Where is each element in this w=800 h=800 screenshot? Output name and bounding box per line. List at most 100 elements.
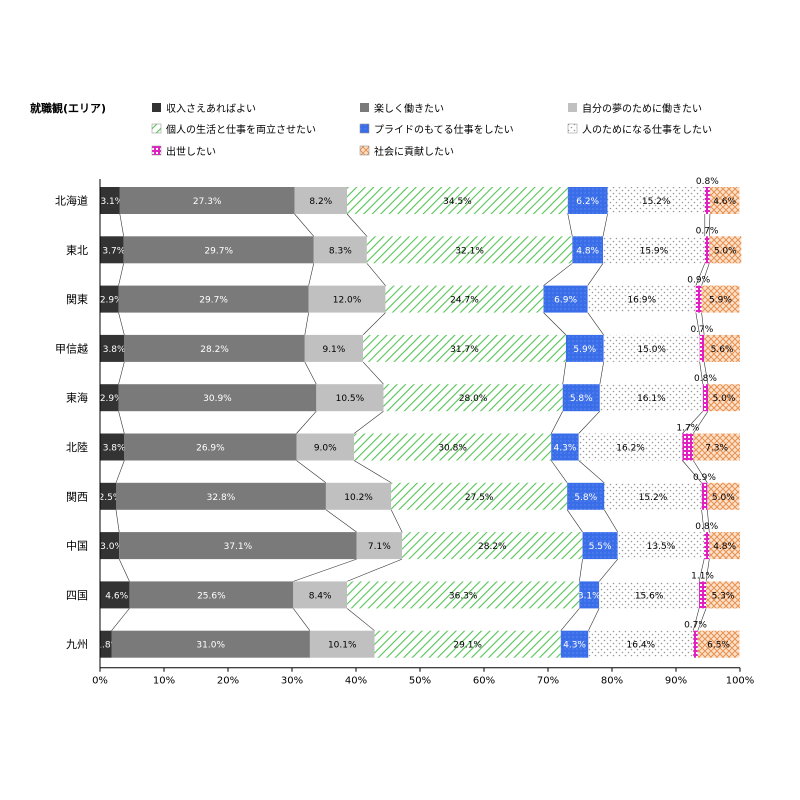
bar-segment [565, 334, 604, 362]
category-label: 北陸 [66, 441, 88, 454]
bar-segment [697, 630, 740, 658]
legend-swatch-8 [359, 145, 370, 156]
data-label: 25.6% [197, 591, 226, 601]
connector-line [598, 558, 618, 582]
connector-line [115, 460, 125, 483]
bar-segment [313, 236, 367, 264]
connector-line [682, 410, 704, 434]
bar-segment [562, 384, 600, 412]
connector-line [695, 312, 700, 335]
bar-segment [579, 581, 600, 609]
data-label: 9.0% [314, 444, 337, 454]
bar-segment [699, 334, 705, 362]
connector-line [599, 361, 604, 385]
bar-segment [124, 433, 297, 461]
legend-label-3: 自分の夢のために働きたい [582, 102, 702, 115]
data-label: 2.5% [99, 493, 122, 503]
connector-line [294, 213, 314, 237]
connector-line [560, 608, 580, 631]
data-label: 6.5% [707, 641, 730, 651]
legend-swatch-7 [151, 145, 162, 156]
data-label: 32.1% [455, 246, 484, 256]
data-label: 28.2% [478, 542, 507, 552]
bar-segment [124, 334, 305, 362]
connector-line [703, 361, 709, 385]
bar-segment [617, 532, 705, 560]
data-label: 5.6% [711, 345, 734, 355]
connector-line [390, 509, 403, 533]
data-label: 0.9% [693, 473, 716, 483]
bar-segment [111, 630, 310, 658]
legend-label-1: 収入さえあればよい [166, 103, 256, 115]
connector-line [587, 263, 604, 286]
bar-segment [567, 187, 608, 214]
data-label: 1.1% [691, 571, 714, 581]
data-label: 10.2% [344, 493, 373, 503]
data-label: 5.5% [589, 542, 612, 552]
connector-line [701, 263, 710, 286]
connector-line [346, 558, 403, 582]
bar-segment [118, 285, 309, 313]
data-label: 29.7% [204, 246, 233, 256]
data-label: 26.9% [196, 444, 225, 454]
data-label: 5.9% [573, 345, 596, 355]
connector-line [604, 509, 619, 533]
legend-swatch-2 [360, 103, 369, 112]
bar-segment [560, 630, 589, 658]
connector-line [293, 558, 357, 582]
bar-segment [116, 482, 326, 510]
bar-segment [582, 532, 618, 560]
data-label: 5.9% [709, 296, 732, 306]
bar-segment [704, 236, 710, 264]
bar-segment [543, 285, 588, 313]
data-label: 1.7% [676, 424, 699, 434]
bar-segment [119, 187, 295, 214]
connector-line [550, 411, 563, 434]
data-label: 30.8% [438, 444, 467, 454]
bar-segment [304, 334, 364, 362]
bar-segment [383, 384, 563, 412]
connector-line [588, 608, 600, 631]
data-label: 1.8% [96, 641, 119, 651]
data-label: 7.1% [368, 542, 391, 552]
bar-segment [123, 236, 314, 264]
bar-segment [119, 532, 357, 560]
connector-line [118, 558, 130, 582]
connector-line [118, 361, 125, 385]
bar-segment [693, 433, 740, 461]
data-label: 4.6% [713, 197, 736, 207]
data-label: 37.1% [224, 542, 253, 552]
data-label: 16.4% [627, 641, 656, 651]
data-label: 2.9% [100, 394, 123, 404]
data-label: 16.1% [637, 394, 666, 404]
connector-line [296, 460, 327, 484]
connector-line [118, 263, 124, 286]
category-label: 東北 [66, 244, 88, 257]
connector-line [119, 213, 124, 237]
bar-segment [325, 482, 392, 510]
bar-segment [702, 384, 708, 412]
bar-segment [708, 384, 740, 412]
connector-line [698, 559, 705, 582]
legend-swatch-3 [568, 103, 577, 112]
data-label: 5.8% [570, 394, 593, 404]
legend-label-8: 社会に貢献したい [374, 145, 454, 158]
connector-line [708, 213, 711, 237]
connector-line [682, 460, 702, 483]
data-label: 16.9% [627, 296, 656, 306]
bar-segment [347, 581, 580, 609]
data-label: 0.7% [696, 226, 719, 236]
connector-line [697, 608, 707, 631]
category-label: 北海道 [55, 194, 88, 208]
connector-line [602, 213, 608, 237]
data-label: 5.0% [714, 246, 737, 256]
bar-segment [347, 187, 568, 214]
connector-line [695, 263, 706, 286]
category-label: 甲信越 [55, 341, 88, 355]
connector-line [705, 559, 710, 582]
bar-segment [699, 581, 707, 609]
bar-segment [578, 433, 683, 461]
legend: 収入さえあればよい 楽しく働きたい 自分の夢のために働きたい個人の生活と仕事を両立さ… [151, 102, 712, 158]
bar-segment [100, 285, 119, 313]
bar-segment [599, 384, 703, 412]
